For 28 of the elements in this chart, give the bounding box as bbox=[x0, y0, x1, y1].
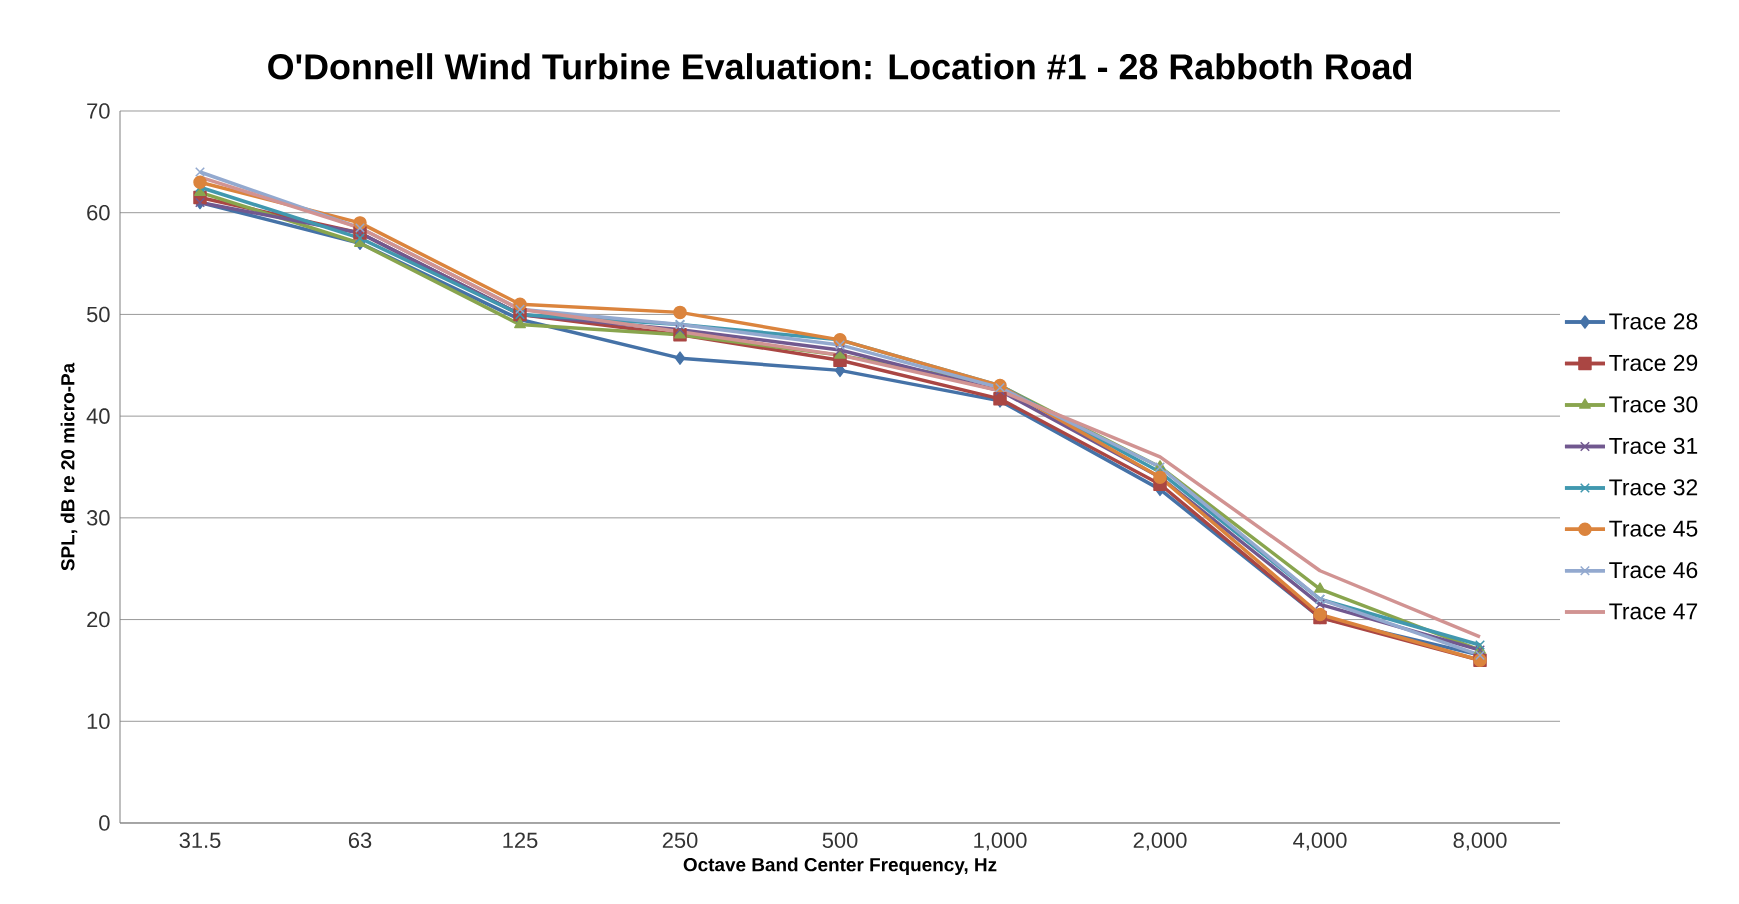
y-tick-label: 20 bbox=[87, 611, 110, 628]
x-tick-label: 1,000 bbox=[974, 832, 1027, 851]
y-tick-label: 0 bbox=[99, 815, 110, 831]
chart-title: O'Donnell Wind Turbine Evaluation: Location #1 - 28 Rabboth Road bbox=[268, 53, 1412, 80]
x-tick-label: 500 bbox=[822, 832, 858, 849]
x-tick-label: 63 bbox=[348, 832, 372, 849]
x-tick-label: 31.5 bbox=[179, 832, 221, 849]
y-axis-title: SPL, dB re 20 micro-Pa bbox=[60, 362, 78, 571]
legend-label: Trace 46 bbox=[1609, 561, 1698, 579]
x-tick-label: 4,000 bbox=[1293, 832, 1347, 851]
y-tick-label: 50 bbox=[86, 306, 110, 323]
legend-label: Trace 32 bbox=[1609, 479, 1698, 496]
legend-label: Trace 45 bbox=[1609, 520, 1698, 537]
legend-label: Trace 29 bbox=[1609, 354, 1698, 371]
y-tick-label: 10 bbox=[87, 713, 110, 730]
y-tick-label: 40 bbox=[86, 408, 110, 424]
legend-label: Trace 30 bbox=[1609, 396, 1698, 413]
x-tick-label: 2,000 bbox=[1133, 832, 1187, 851]
y-tick-label: 60 bbox=[87, 204, 110, 221]
x-tick-label: 250 bbox=[662, 832, 698, 849]
legend-label: Trace 28 bbox=[1609, 313, 1698, 330]
x-tick-label: 8,000 bbox=[1453, 832, 1507, 851]
legend-label: Trace 31 bbox=[1609, 437, 1698, 454]
x-axis-title: Octave Band Center Frequency, Hz bbox=[683, 857, 997, 876]
y-tick-label: 70 bbox=[87, 103, 110, 119]
legend-label: Trace 47 bbox=[1609, 603, 1698, 620]
x-tick-label: 125 bbox=[503, 832, 538, 849]
y-tick-label: 30 bbox=[86, 510, 110, 526]
